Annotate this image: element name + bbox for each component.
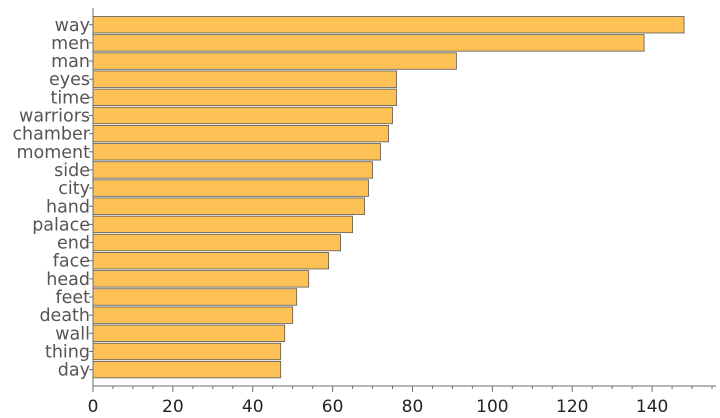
category-label-feet: feet bbox=[55, 288, 90, 308]
category-label-death: death bbox=[39, 306, 90, 326]
category-label-way: way bbox=[55, 16, 90, 36]
category-label-eyes: eyes bbox=[49, 70, 90, 90]
category-label-hand: hand bbox=[46, 197, 90, 217]
bar-feet bbox=[92, 288, 298, 306]
category-label-chamber: chamber bbox=[12, 125, 90, 145]
bar-moment bbox=[92, 143, 381, 161]
x-tick-label-120: 120 bbox=[556, 397, 588, 417]
bar-way bbox=[92, 16, 685, 34]
bar-man bbox=[92, 52, 457, 70]
category-labels: waymenmaneyestimewarriorschambermomentsi… bbox=[12, 16, 90, 381]
bar-wall bbox=[92, 324, 286, 342]
x-tick-label-100: 100 bbox=[476, 397, 508, 417]
category-label-face: face bbox=[53, 252, 90, 272]
x-tick-label-60: 60 bbox=[322, 397, 344, 417]
category-label-wall: wall bbox=[55, 324, 90, 344]
bar-end bbox=[92, 233, 342, 252]
x-tick-label-20: 20 bbox=[162, 397, 184, 417]
category-label-end: end bbox=[57, 234, 90, 254]
category-label-city: city bbox=[58, 179, 90, 199]
category-label-warriors: warriors bbox=[19, 107, 90, 127]
bar-head bbox=[92, 270, 310, 288]
bar-palace bbox=[92, 215, 353, 234]
x-tick-label-80: 80 bbox=[402, 397, 424, 417]
category-label-palace: palace bbox=[32, 215, 90, 235]
bar-thing bbox=[92, 342, 282, 361]
x-tick-label-0: 0 bbox=[88, 397, 99, 417]
category-label-men: men bbox=[51, 34, 90, 54]
category-label-thing: thing bbox=[45, 342, 90, 362]
bar-day bbox=[92, 360, 282, 379]
bar-city bbox=[92, 179, 369, 197]
x-tick-label-140: 140 bbox=[636, 397, 668, 417]
category-label-moment: moment bbox=[16, 143, 90, 163]
bars-group bbox=[92, 16, 685, 379]
x-axis-ticks: 0 20 40 60 80 100 120 140 bbox=[88, 386, 713, 417]
category-label-time: time bbox=[50, 88, 90, 108]
bar-men bbox=[92, 34, 645, 52]
bar-death bbox=[92, 306, 294, 324]
bar-side bbox=[92, 161, 373, 179]
bar-face bbox=[92, 252, 330, 270]
bar-hand bbox=[92, 197, 365, 215]
category-label-side: side bbox=[54, 161, 90, 181]
bar-chamber bbox=[92, 125, 389, 143]
x-tick-label-40: 40 bbox=[242, 397, 264, 417]
bar-time bbox=[92, 88, 397, 106]
bar-warriors bbox=[92, 106, 393, 125]
category-label-man: man bbox=[51, 52, 90, 72]
category-label-day: day bbox=[58, 361, 90, 381]
bar-eyes bbox=[92, 70, 397, 88]
category-label-head: head bbox=[46, 270, 90, 290]
